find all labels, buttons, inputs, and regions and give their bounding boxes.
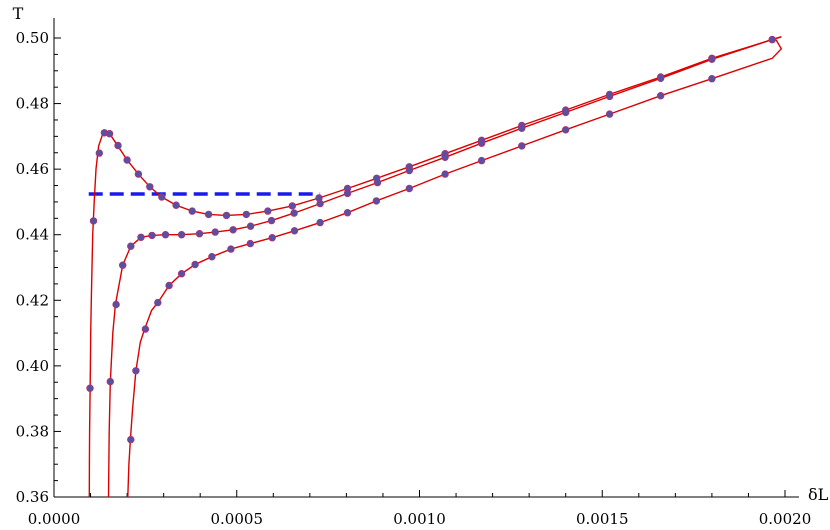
series-3-point [561, 126, 570, 134]
y-tick-label: 0.40 [16, 357, 49, 375]
y-tick-label: 0.46 [16, 160, 49, 178]
series-2-point [137, 233, 145, 242]
series-1-point [89, 217, 98, 225]
series-1-point [105, 130, 114, 138]
series-1-point [158, 193, 166, 201]
series-1-point [114, 141, 122, 150]
series-3-curve [127, 39, 783, 498]
series-3-point [127, 435, 135, 444]
series-2-point [195, 230, 204, 238]
y-tick-label: 0.50 [16, 29, 49, 47]
series-2-point [267, 216, 276, 225]
series-2-point [211, 228, 219, 236]
series-1-point [134, 170, 143, 178]
series-3-point [141, 325, 150, 333]
series-1-point [288, 202, 296, 210]
series-3-point [208, 253, 216, 261]
series-1-point [188, 207, 196, 215]
x-axis-title: δL [808, 485, 829, 504]
series-2-point [177, 231, 186, 239]
series-2-point [343, 189, 352, 198]
series-3-point [154, 298, 162, 307]
x-tick-label: 0.0015 [576, 510, 629, 528]
series-3-point [132, 367, 140, 375]
series-1-point [264, 207, 272, 215]
y-tick-label: 0.42 [16, 291, 49, 309]
series-2-point [373, 178, 382, 187]
series-2-point [405, 166, 413, 175]
series-2-point [561, 108, 570, 117]
y-tick-label: 0.36 [16, 488, 49, 506]
series-1-point [146, 183, 154, 191]
series-2-point [127, 242, 135, 250]
series-2-curve [107, 36, 782, 498]
series-1-point [222, 211, 231, 220]
series-1-point [242, 210, 251, 219]
x-tick-label: 0.0010 [393, 510, 446, 528]
series-1-point [204, 210, 213, 219]
series-2-point [229, 226, 237, 234]
plot-area [86, 35, 783, 498]
series-3-point [246, 239, 255, 248]
series-1-point [86, 384, 94, 392]
series-3-point [656, 91, 665, 100]
series-2-point [605, 92, 614, 101]
series-2-point [768, 35, 776, 44]
series-2-point [518, 124, 526, 132]
x-tick-label: 0.0020 [759, 510, 812, 528]
series-3-point [518, 142, 526, 150]
series-1-point [172, 201, 180, 209]
series-3-point [227, 245, 235, 253]
series-3-point [405, 184, 413, 193]
series-3-point [343, 209, 352, 217]
x-ticks: 0.0000 0.0005 0.0010 0.0015 0.0020 [28, 490, 812, 528]
x-tick-label: 0.0000 [28, 510, 81, 528]
series-3-point [290, 227, 299, 235]
series-2-point [148, 231, 156, 240]
series-1-point [95, 149, 104, 157]
series-2-point [161, 231, 170, 239]
series-2-point [708, 55, 716, 63]
series-3-point [605, 110, 614, 118]
series-2-point [106, 377, 115, 386]
series-2-point [246, 222, 255, 230]
axes: 0.0000 0.0005 0.0010 0.0015 0.0020 0.360.380… [13, 4, 829, 528]
series-3-point [708, 74, 716, 83]
series-3-point [177, 270, 186, 278]
series-2-point [118, 261, 127, 269]
series-2-point [112, 300, 120, 309]
series-3-point [441, 170, 449, 178]
y-tick-label: 0.38 [16, 422, 49, 440]
series-2-point [316, 199, 324, 208]
x-tick-label: 0.0005 [211, 510, 264, 528]
series-3-point [165, 281, 173, 290]
series-3-point [268, 234, 276, 242]
y-tick-label: 0.44 [16, 226, 49, 244]
series-1-point [123, 156, 131, 164]
y-axis-title: T [13, 4, 24, 23]
series-2-point [477, 139, 486, 147]
series-2-point [441, 153, 449, 162]
y-tick-label: 0.48 [16, 95, 49, 113]
series-2-point [656, 74, 665, 83]
series-2-point [290, 209, 298, 217]
points-layer [86, 35, 776, 444]
series-3-point [316, 218, 324, 227]
series-3-point [372, 197, 381, 205]
y-ticks: 0.36 0.38 0.40 0.42 0.44 0.46 0.48 0.50 [16, 29, 61, 506]
series-3-point [191, 260, 199, 269]
series-3-point [477, 156, 486, 165]
